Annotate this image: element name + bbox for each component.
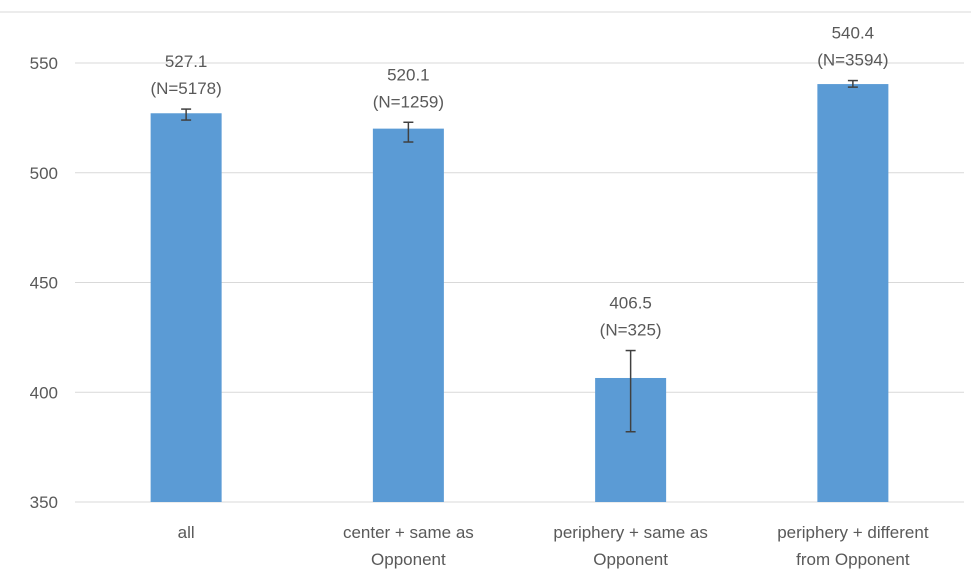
x-category-label: Opponent xyxy=(593,550,668,569)
x-category-label: center + same as xyxy=(343,523,474,542)
x-category-label: all xyxy=(178,523,195,542)
x-category-label: from Opponent xyxy=(796,550,910,569)
data-label-value: 540.4 xyxy=(832,24,875,43)
bar xyxy=(817,84,889,503)
data-label-n: (N=1259) xyxy=(373,92,444,111)
bar xyxy=(150,113,222,502)
data-label-value: 527.1 xyxy=(165,52,208,71)
data-label-n: (N=3594) xyxy=(817,51,888,70)
bar xyxy=(372,128,444,502)
data-label-value: 520.1 xyxy=(387,65,430,84)
x-category-label: periphery + different xyxy=(777,523,929,542)
data-label-value: 406.5 xyxy=(609,294,652,313)
label-layer: 350 400 450 500 550 (N=5178) 527.1 all (N=1259) 5… xyxy=(30,24,929,569)
x-category-label: Opponent xyxy=(371,550,446,569)
grid-layer xyxy=(0,11,971,503)
bar-layer xyxy=(150,84,889,503)
y-tick-label: 550 xyxy=(30,54,58,73)
y-tick-label: 400 xyxy=(30,383,58,402)
data-label-n: (N=5178) xyxy=(150,79,221,98)
y-tick-label: 500 xyxy=(30,164,58,183)
y-tick-label: 350 xyxy=(30,493,58,512)
error-bar-layer xyxy=(181,79,858,433)
data-label-n: (N=325) xyxy=(600,321,662,340)
x-category-label: periphery + same as xyxy=(553,523,708,542)
y-tick-label: 450 xyxy=(30,274,58,293)
